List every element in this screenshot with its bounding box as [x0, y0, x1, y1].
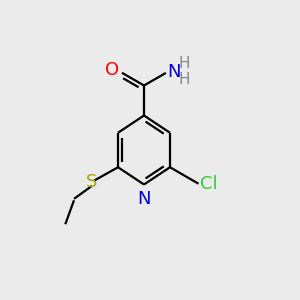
Text: H: H: [179, 72, 190, 87]
Text: N: N: [137, 190, 151, 208]
Text: H: H: [179, 56, 190, 71]
Text: S: S: [86, 173, 98, 191]
Text: O: O: [105, 61, 119, 80]
Text: Cl: Cl: [200, 175, 218, 193]
Text: N: N: [167, 63, 181, 81]
